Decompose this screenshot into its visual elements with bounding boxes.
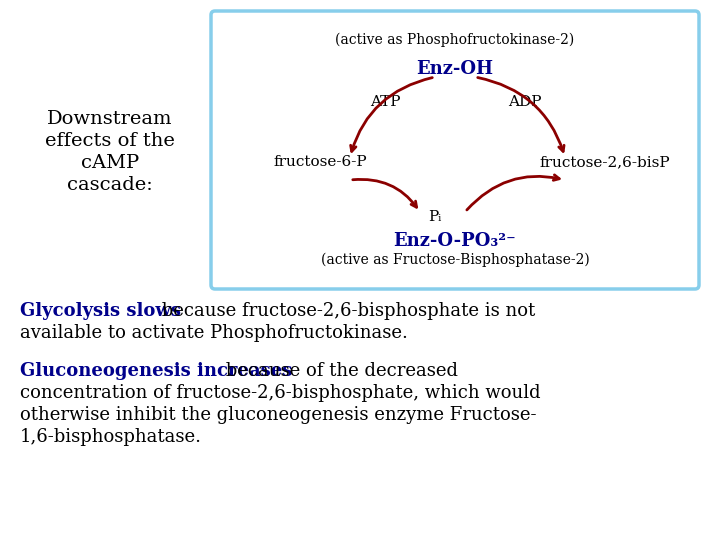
Text: because of the decreased: because of the decreased	[220, 362, 458, 380]
Text: ADP: ADP	[508, 95, 541, 109]
Text: effects of the: effects of the	[45, 132, 175, 150]
Text: available to activate Phosphofructokinase.: available to activate Phosphofructokinas…	[20, 324, 408, 342]
Text: 1,6-bisphosphatase.: 1,6-bisphosphatase.	[20, 428, 202, 446]
Text: otherwise inhibit the gluconeogenesis enzyme Fructose-: otherwise inhibit the gluconeogenesis en…	[20, 406, 536, 424]
Text: Glycolysis slows: Glycolysis slows	[20, 302, 181, 320]
Text: cascade:: cascade:	[67, 176, 153, 194]
Text: cAMP: cAMP	[81, 154, 139, 172]
Text: because fructose-2,6-bisphosphate is not: because fructose-2,6-bisphosphate is not	[156, 302, 535, 320]
Text: fructose-2,6-bisP: fructose-2,6-bisP	[540, 155, 670, 169]
Text: Enz-O-PO₃²⁻: Enz-O-PO₃²⁻	[394, 232, 516, 250]
Text: Enz-OH: Enz-OH	[416, 60, 493, 78]
Text: (active as Phosphofructokinase-2): (active as Phosphofructokinase-2)	[336, 33, 575, 48]
Text: fructose-6-P: fructose-6-P	[273, 155, 366, 169]
FancyBboxPatch shape	[211, 11, 699, 289]
Text: Pᵢ: Pᵢ	[428, 210, 441, 224]
Text: ATP: ATP	[370, 95, 400, 109]
Text: (active as Fructose-Bisphosphatase-2): (active as Fructose-Bisphosphatase-2)	[320, 253, 590, 267]
Text: Gluconeogenesis increases: Gluconeogenesis increases	[20, 362, 292, 380]
Text: concentration of fructose-2,6-bisphosphate, which would: concentration of fructose-2,6-bisphospha…	[20, 384, 541, 402]
Text: Downstream: Downstream	[48, 110, 173, 128]
